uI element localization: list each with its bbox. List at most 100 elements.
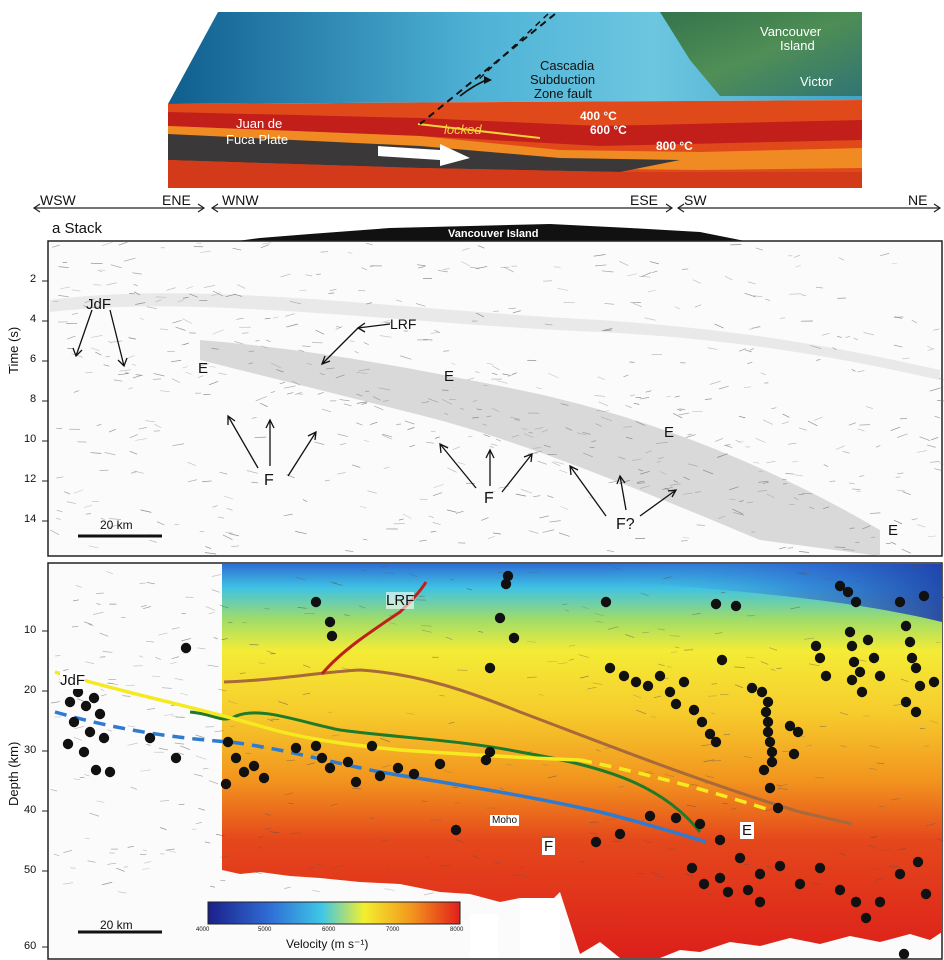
seismic-trace [682, 537, 690, 539]
seismic-trace [315, 329, 325, 335]
seismic-trace [217, 516, 225, 519]
seismic-trace [890, 541, 897, 545]
seismic-trace [744, 349, 752, 353]
seismic-trace [618, 786, 625, 788]
lrf-label: LRF [390, 316, 417, 332]
panel-b-tick-30: 30 [24, 744, 37, 756]
seismic-trace [145, 420, 156, 423]
seismic-trace [283, 513, 293, 517]
seismic-trace [504, 266, 514, 273]
earthquake-hypocentre [222, 736, 234, 748]
seismic-trace [187, 479, 198, 483]
seismic-trace [221, 638, 228, 640]
seismic-trace [823, 506, 830, 510]
seismic-trace [174, 742, 185, 745]
earthquake-hypocentre [734, 852, 746, 864]
seismic-trace [335, 374, 345, 379]
seismic-trace [361, 569, 367, 572]
seismic-trace [239, 672, 246, 674]
seismic-trace [286, 323, 298, 328]
seismic-trace [276, 369, 284, 373]
seismic-trace [732, 508, 744, 515]
seismic-trace [445, 636, 453, 640]
seismic-trace [798, 427, 807, 431]
seismic-trace [291, 380, 301, 386]
seismic-trace [295, 392, 302, 395]
seismic-trace [105, 356, 110, 358]
earthquake-hypocentre [84, 726, 96, 738]
seismic-trace [260, 402, 268, 408]
seismic-trace [581, 605, 589, 610]
seismic-trace [848, 422, 856, 426]
seismic-trace [434, 329, 441, 333]
seismic-trace [306, 363, 313, 365]
e-label-4: E [888, 522, 899, 539]
seismic-trace [264, 608, 270, 610]
seismic-trace [508, 307, 516, 310]
seismic-trace [380, 737, 391, 743]
seismic-trace [442, 399, 453, 405]
seismic-trace [400, 355, 412, 360]
seismic-trace [319, 373, 325, 376]
seismic-trace [462, 247, 470, 251]
seismic-trace [901, 548, 912, 554]
seismic-trace [289, 300, 302, 305]
seismic-trace [683, 476, 690, 481]
seismic-trace [676, 408, 682, 411]
seismic-trace [790, 889, 800, 893]
seismic-trace [302, 664, 311, 668]
seismic-trace [322, 408, 332, 413]
seismic-trace [248, 350, 255, 352]
seismic-trace [470, 266, 480, 269]
seismic-trace [823, 464, 829, 467]
earthquake-hypocentre [670, 698, 682, 710]
seismic-trace [893, 703, 903, 706]
seismic-trace [715, 438, 724, 442]
seismic-trace [100, 518, 106, 520]
dir-wnw: WNW [222, 192, 259, 208]
seismic-trace [686, 804, 697, 808]
seismic-trace [449, 578, 455, 581]
seismic-trace [99, 632, 109, 637]
earthquake-hypocentre [772, 802, 784, 814]
seismic-trace [642, 839, 652, 844]
earthquake-hypocentre [820, 670, 832, 682]
seismic-trace [782, 413, 790, 418]
panel-a-scale-bar-label: 20 km [100, 518, 133, 532]
seismic-trace [869, 767, 878, 770]
seismic-trace [419, 539, 427, 542]
seismic-trace [208, 381, 219, 386]
seismic-trace [382, 434, 393, 440]
seismic-trace [705, 775, 714, 779]
seismic-trace [560, 506, 569, 510]
seismic-trace [487, 535, 495, 540]
seismic-trace [853, 337, 859, 341]
seismic-trace [237, 284, 246, 289]
seismic-trace [175, 326, 186, 331]
seismic-trace [583, 452, 593, 458]
seismic-trace [130, 786, 138, 790]
seismic-trace [618, 260, 629, 266]
seismic-trace [266, 339, 271, 343]
seismic-trace [749, 325, 761, 330]
seismic-trace [507, 372, 517, 377]
earthquake-hypocentre [762, 716, 774, 728]
seismic-trace [704, 398, 712, 400]
fault-label-line1: Cascadia [540, 58, 595, 73]
seismic-trace [815, 286, 824, 289]
seismic-trace [608, 480, 618, 484]
seismic-trace [447, 467, 457, 473]
seismic-trace [194, 773, 203, 777]
seismic-trace [126, 355, 135, 360]
seismic-trace [90, 335, 103, 338]
earthquake-hypocentre [688, 704, 700, 716]
seismic-trace [102, 651, 113, 653]
seismic-trace [813, 416, 823, 421]
seismic-trace [312, 752, 318, 755]
dir-ne: NE [908, 192, 928, 208]
seismic-trace [939, 462, 944, 465]
seismic-trace [73, 489, 84, 494]
seismic-trace [432, 522, 441, 526]
seismic-trace [286, 759, 295, 762]
seismic-trace [200, 250, 211, 253]
